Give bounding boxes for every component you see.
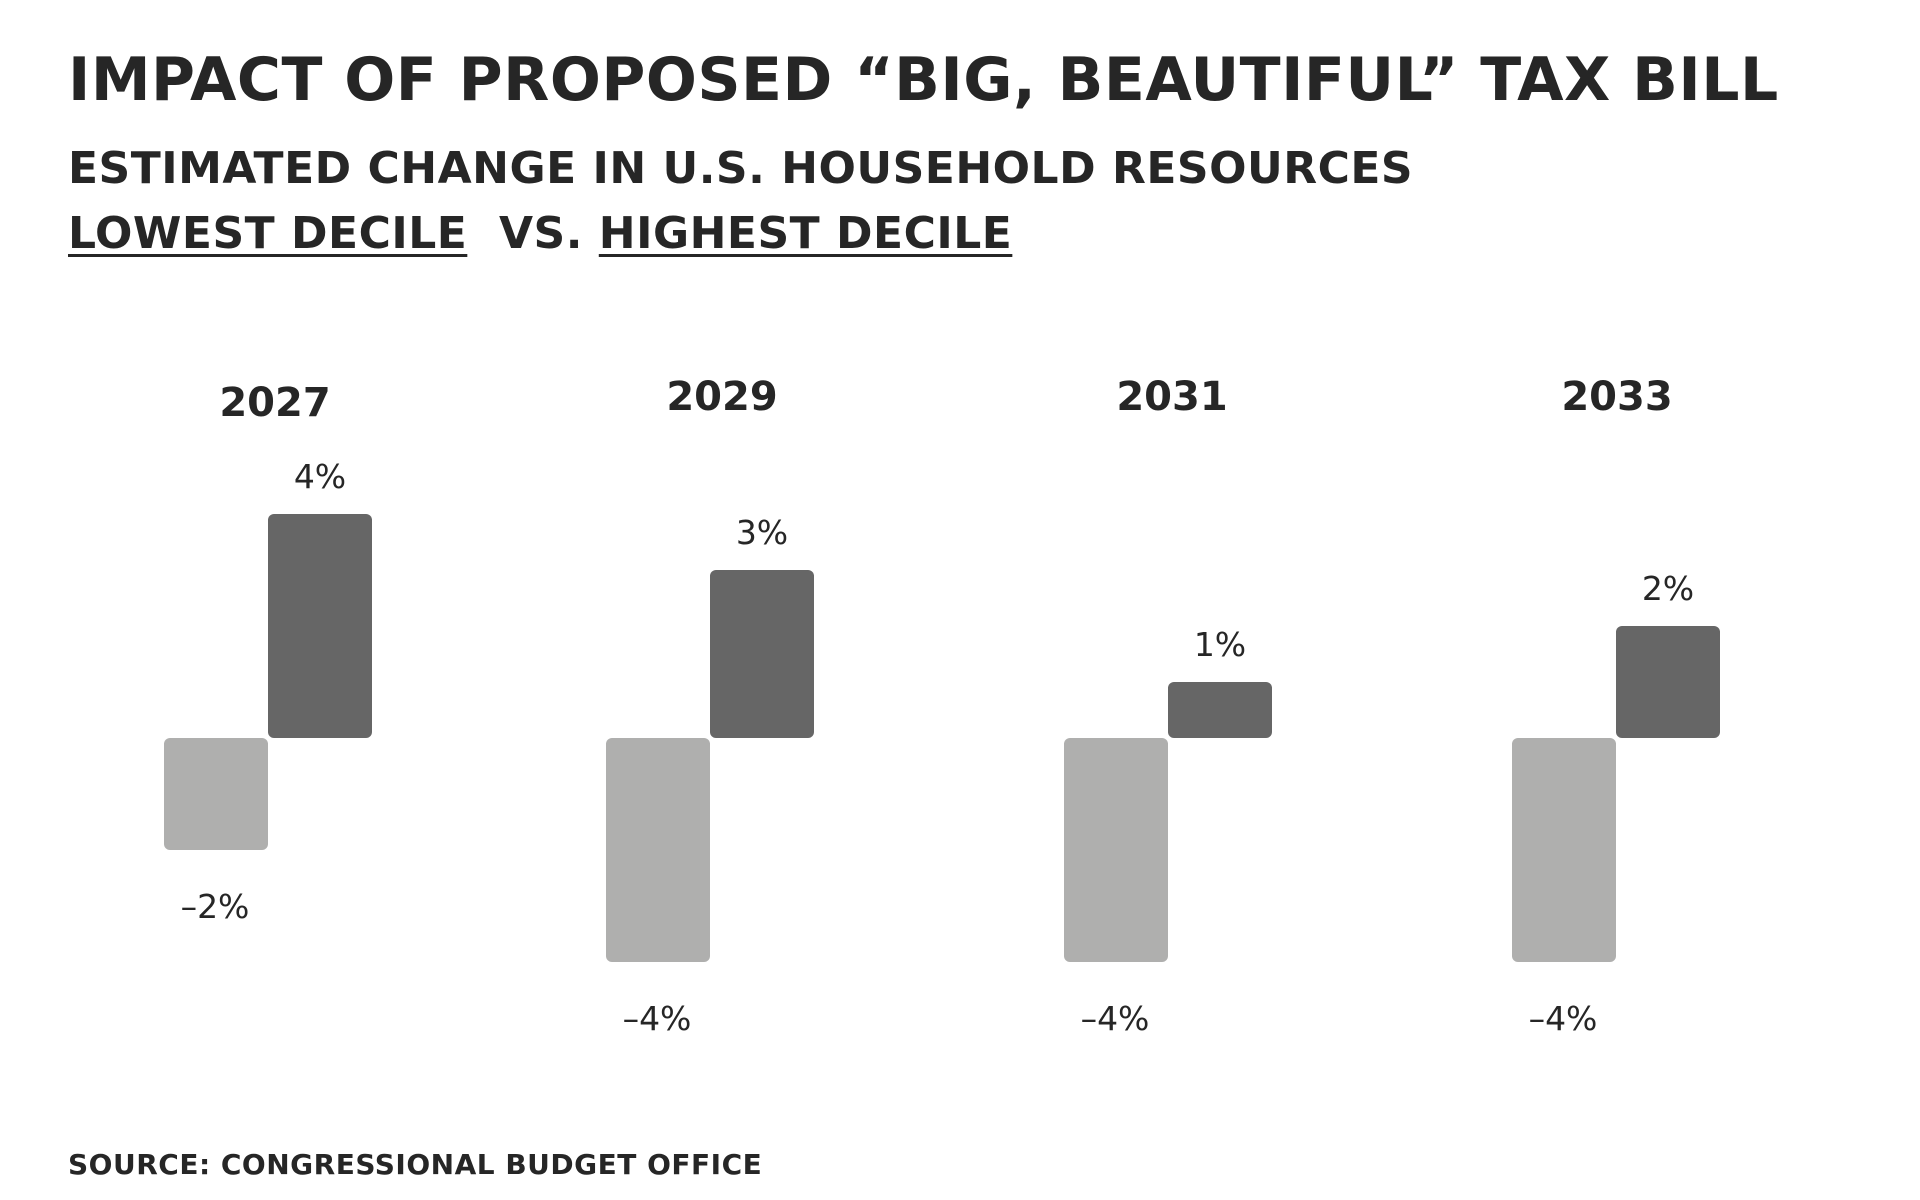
bar-lowest-decile-2029 [606, 738, 710, 962]
value-label-highest-2031: 1% [1194, 625, 1246, 664]
value-label-lowest-2031: –4% [1081, 999, 1150, 1038]
bar-highest-decile-2033 [1616, 626, 1720, 738]
year-group-2031: 2031 –4% 1% [1064, 374, 1272, 1038]
value-label-highest-2029: 3% [736, 513, 788, 552]
year-group-2029: 2029 –4% 3% [606, 374, 814, 1038]
year-label: 2029 [666, 374, 777, 420]
year-label: 2027 [219, 380, 330, 426]
year-label: 2031 [1116, 374, 1227, 420]
source-note: Source: Congressional Budget Office [68, 1148, 763, 1181]
year-group-2027: 2027 –2% 4% [164, 380, 372, 926]
legend-item-highest: Highest decile [599, 205, 1028, 263]
legend-label-lowest: Lowest decile [68, 208, 468, 259]
value-label-lowest-2033: –4% [1529, 999, 1598, 1038]
legend: Lowest decile vs. Highest decile [68, 205, 1028, 263]
year-group-2033: 2033 –4% 2% [1512, 374, 1720, 1038]
bar-highest-decile-2029 [710, 570, 814, 738]
value-label-highest-2027: 4% [294, 457, 346, 496]
chart-title: Impact of proposed “Big, Beautiful” tax … [68, 45, 1779, 115]
legend-item-lowest: Lowest decile [68, 205, 483, 263]
legend-label-highest: Highest decile [598, 208, 1013, 259]
value-label-highest-2033: 2% [1642, 569, 1694, 608]
bar-highest-decile-2027 [268, 514, 372, 738]
bar-lowest-decile-2031 [1064, 738, 1168, 962]
chart-subtitle: Estimated change in U.S. household resou… [68, 143, 1414, 194]
value-label-lowest-2027: –2% [181, 887, 250, 926]
legend-vs: vs. [498, 208, 583, 259]
bar-lowest-decile-2027 [164, 738, 268, 850]
bar-lowest-decile-2033 [1512, 738, 1616, 962]
bar-highest-decile-2031 [1168, 682, 1272, 738]
value-label-lowest-2029: –4% [623, 999, 692, 1038]
year-label: 2033 [1561, 374, 1672, 420]
